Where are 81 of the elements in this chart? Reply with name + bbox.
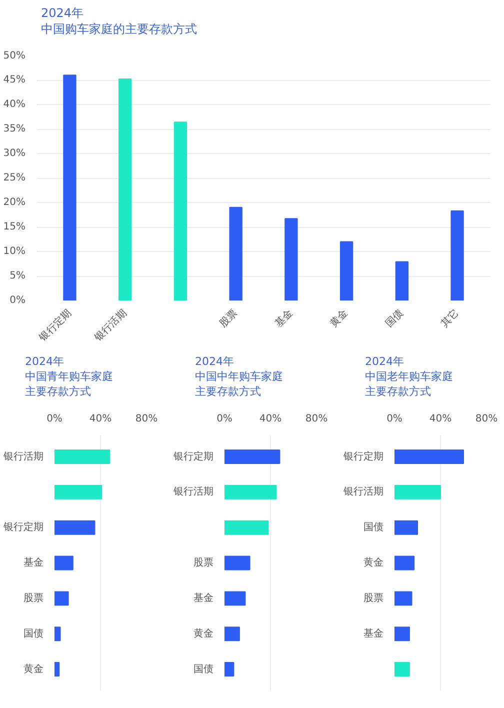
bar <box>224 520 269 535</box>
bar <box>224 556 250 570</box>
x-tick-label: 0% <box>46 414 62 424</box>
y-tick-label: 黄金 <box>364 556 384 568</box>
y-tick-label: 基金 <box>194 592 214 604</box>
x-tick-label: 其它 <box>438 306 462 330</box>
bar <box>229 206 242 300</box>
bar <box>394 626 410 642</box>
y-tick-label: 股票 <box>24 592 44 604</box>
bar <box>450 210 464 300</box>
bar <box>54 626 61 642</box>
bar <box>224 484 277 500</box>
x-tick-label: 80% <box>305 414 328 424</box>
bar <box>394 662 410 676</box>
x-tick-label: 80% <box>135 414 158 424</box>
y-tick-label: 15% <box>3 222 26 232</box>
chart-subtitle: 中国购车家庭的主要存款方式 <box>41 21 198 38</box>
bar <box>394 520 418 535</box>
chart-title: 2024年 <box>41 5 85 22</box>
y-tick-label: 股票 <box>364 592 384 604</box>
chart-title: 2024年 <box>195 355 235 370</box>
bar <box>224 626 240 642</box>
y-tick-label: 银行活期 <box>2 450 44 462</box>
x-tick-label: 股票 <box>218 308 240 330</box>
bar <box>340 241 354 300</box>
bar <box>54 556 74 570</box>
y-tick-label: 40% <box>3 99 26 110</box>
y-tick-label: 50% <box>3 50 26 62</box>
x-tick-label: 国债 <box>384 308 406 330</box>
chart-subtitle: 中国老年购车家庭主要存款方式 <box>365 370 454 400</box>
x-tick-label: 40% <box>89 414 112 424</box>
chart-title: 2024年 <box>365 355 405 370</box>
x-tick-label: 银行活期 <box>91 306 129 344</box>
bar <box>174 122 188 300</box>
y-tick-label: 25% <box>3 172 26 184</box>
x-tick-label: 80% <box>475 414 498 424</box>
bar <box>224 450 280 464</box>
y-tick-label: 5% <box>10 270 26 282</box>
y-tick-label: 国债 <box>364 522 384 534</box>
bar <box>118 78 132 300</box>
x-tick-label: 0% <box>386 414 402 424</box>
y-tick-label: 35% <box>3 124 26 134</box>
y-tick-label: 10% <box>3 246 26 257</box>
x-tick-label: 黄金 <box>328 306 350 330</box>
chart-subtitle: 中国青年购车家庭主要存款方式 <box>25 370 114 400</box>
y-tick-label: 银行活期 <box>172 486 214 498</box>
x-tick-label: 40% <box>429 414 452 424</box>
bar <box>394 591 412 606</box>
bar <box>394 484 441 500</box>
chart-subtitle: 中国中年购车家庭主要存款方式 <box>195 370 284 400</box>
chart-title: 2024年 <box>25 355 65 370</box>
y-tick-label: 银行活期 <box>342 486 384 498</box>
bar <box>394 556 415 570</box>
x-tick-label: 基金 <box>272 306 296 330</box>
bar <box>54 662 60 676</box>
bar <box>224 662 234 676</box>
y-tick-label: 20% <box>3 197 26 208</box>
bar <box>394 450 464 464</box>
bar <box>54 484 102 500</box>
y-tick-label: 30% <box>3 148 26 159</box>
y-tick-label: 基金 <box>24 556 44 568</box>
x-tick-label: 0% <box>216 414 232 424</box>
y-tick-label: 银行定期 <box>342 450 384 462</box>
y-tick-label: 基金 <box>364 627 384 640</box>
bar <box>224 591 246 606</box>
bar <box>395 261 409 300</box>
bar <box>63 74 76 300</box>
y-tick-label: 银行定期 <box>2 521 44 534</box>
y-tick-label: 国债 <box>194 664 214 675</box>
bar <box>54 591 69 606</box>
y-tick-label: 黄金 <box>194 627 214 640</box>
y-tick-label: 45% <box>3 74 26 86</box>
bar <box>284 218 298 300</box>
y-tick-label: 0% <box>10 295 26 306</box>
y-tick-label: 黄金 <box>24 662 44 675</box>
x-tick-label: 40% <box>259 414 282 424</box>
y-tick-label: 银行定期 <box>172 450 214 462</box>
bar <box>54 520 96 535</box>
y-tick-label: 国债 <box>24 628 44 640</box>
y-tick-label: 股票 <box>194 558 214 568</box>
bar <box>54 450 110 464</box>
